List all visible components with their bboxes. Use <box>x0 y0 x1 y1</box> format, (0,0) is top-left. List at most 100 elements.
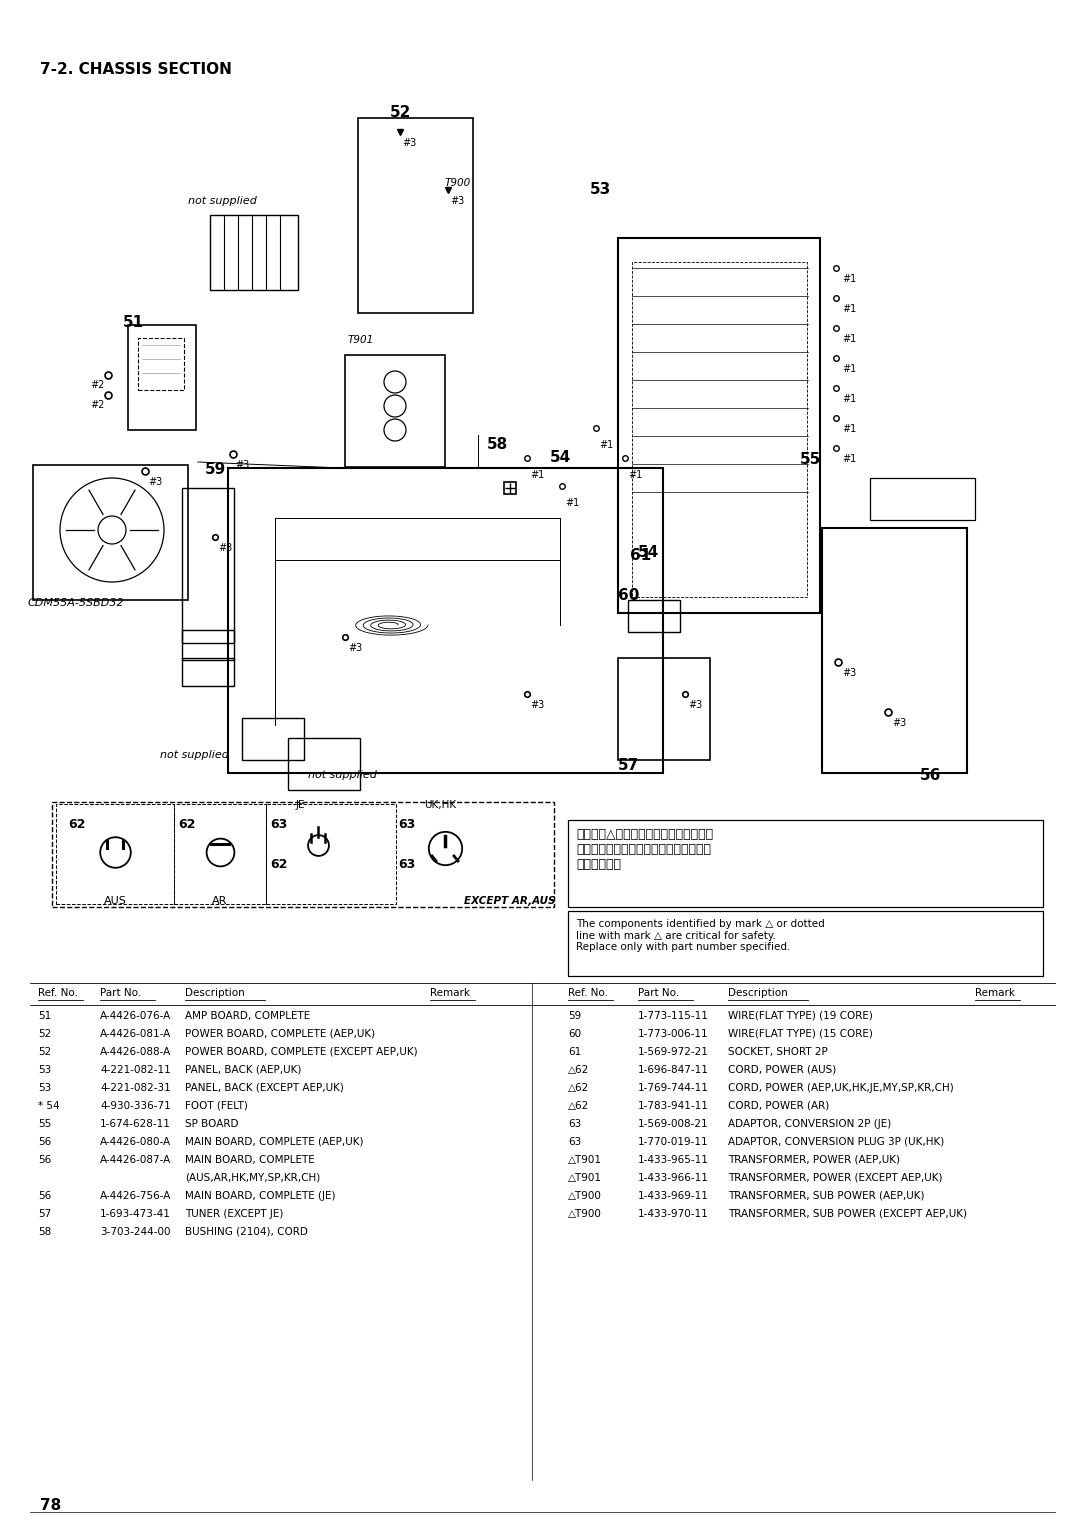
Text: AMP BOARD, COMPLETE: AMP BOARD, COMPLETE <box>185 1012 310 1021</box>
Text: ADAPTOR, CONVERSION 2P (JE): ADAPTOR, CONVERSION 2P (JE) <box>728 1118 891 1129</box>
Text: TUNER (EXCEPT JE): TUNER (EXCEPT JE) <box>185 1209 283 1219</box>
Text: (AUS,AR,HK,MY,SP,KR,CH): (AUS,AR,HK,MY,SP,KR,CH) <box>185 1174 321 1183</box>
Text: not supplied: not supplied <box>308 770 377 779</box>
Text: △T901: △T901 <box>568 1155 602 1164</box>
Text: #1: #1 <box>842 335 856 344</box>
Bar <box>632 261 807 597</box>
Text: △62: △62 <box>568 1083 590 1093</box>
Text: #2: #2 <box>90 380 105 390</box>
Text: 59: 59 <box>568 1012 581 1021</box>
Bar <box>138 338 184 390</box>
Text: CDM55A-5SBD32: CDM55A-5SBD32 <box>28 597 124 608</box>
Text: EXCEPT AR,AUS: EXCEPT AR,AUS <box>464 895 556 906</box>
Text: 1-433-965-11: 1-433-965-11 <box>638 1155 708 1164</box>
Text: 1-569-008-21: 1-569-008-21 <box>638 1118 708 1129</box>
Text: 63: 63 <box>568 1137 581 1148</box>
Bar <box>33 465 188 601</box>
Text: AUS: AUS <box>104 895 126 906</box>
Text: #3: #3 <box>235 460 249 471</box>
Text: △T900: △T900 <box>568 1190 602 1201</box>
Text: A-4426-087-A: A-4426-087-A <box>100 1155 172 1164</box>
Text: SOCKET, SHORT 2P: SOCKET, SHORT 2P <box>728 1047 827 1057</box>
Text: #3: #3 <box>530 700 544 711</box>
Bar <box>228 468 663 773</box>
Text: POWER BOARD, COMPLETE (EXCEPT AEP,UK): POWER BOARD, COMPLETE (EXCEPT AEP,UK) <box>185 1047 418 1057</box>
Text: JE: JE <box>295 801 305 810</box>
Text: 61: 61 <box>568 1047 581 1057</box>
Text: 57: 57 <box>38 1209 51 1219</box>
Text: 4-930-336-71: 4-930-336-71 <box>100 1102 171 1111</box>
Text: * 54: * 54 <box>38 1102 59 1111</box>
Text: △T901: △T901 <box>568 1174 602 1183</box>
Text: 54: 54 <box>638 545 659 559</box>
Bar <box>627 601 680 633</box>
Text: 3-703-244-00: 3-703-244-00 <box>100 1227 171 1238</box>
Text: AR: AR <box>213 895 228 906</box>
Text: Description: Description <box>185 989 245 998</box>
Text: 56: 56 <box>38 1155 51 1164</box>
Text: CORD, POWER (AUS): CORD, POWER (AUS) <box>728 1065 836 1076</box>
Text: 1-773-115-11: 1-773-115-11 <box>638 1012 708 1021</box>
Text: Part No.: Part No. <box>100 989 141 998</box>
Text: #1: #1 <box>842 274 856 284</box>
Text: 63: 63 <box>568 1118 581 1129</box>
Text: Ref. No.: Ref. No. <box>568 989 608 998</box>
Text: TRANSFORMER, SUB POWER (EXCEPT AEP,UK): TRANSFORMER, SUB POWER (EXCEPT AEP,UK) <box>728 1209 967 1219</box>
Text: 7-2. CHASSIS SECTION: 7-2. CHASSIS SECTION <box>40 63 232 76</box>
Text: 1-433-970-11: 1-433-970-11 <box>638 1209 708 1219</box>
Text: 57: 57 <box>618 758 639 773</box>
Text: 62: 62 <box>68 817 85 831</box>
Text: A-4426-076-A: A-4426-076-A <box>100 1012 172 1021</box>
Text: 58: 58 <box>487 437 509 452</box>
Text: WIRE(FLAT TYPE) (19 CORE): WIRE(FLAT TYPE) (19 CORE) <box>728 1012 873 1021</box>
Text: UK,HK: UK,HK <box>424 801 456 810</box>
Text: 55: 55 <box>38 1118 51 1129</box>
Text: PANEL, BACK (EXCEPT AEP,UK): PANEL, BACK (EXCEPT AEP,UK) <box>185 1083 343 1093</box>
Text: MAIN BOARD, COMPLETE (AEP,UK): MAIN BOARD, COMPLETE (AEP,UK) <box>185 1137 364 1148</box>
Text: 1-433-969-11: 1-433-969-11 <box>638 1190 708 1201</box>
Text: Ref. No.: Ref. No. <box>38 989 78 998</box>
Bar <box>174 804 266 905</box>
Text: #1: #1 <box>530 471 544 480</box>
Text: 1-696-847-11: 1-696-847-11 <box>638 1065 708 1076</box>
Bar <box>288 738 360 790</box>
Text: 1-693-473-41: 1-693-473-41 <box>100 1209 171 1219</box>
Text: #1: #1 <box>842 394 856 403</box>
Text: 60: 60 <box>568 1028 581 1039</box>
Text: 1-769-744-11: 1-769-744-11 <box>638 1083 708 1093</box>
Text: #1: #1 <box>842 364 856 374</box>
Text: 51: 51 <box>123 315 144 330</box>
Text: 1-783-941-11: 1-783-941-11 <box>638 1102 708 1111</box>
Text: #1: #1 <box>627 471 643 480</box>
Text: not supplied: not supplied <box>188 196 257 206</box>
Text: 1-770-019-11: 1-770-019-11 <box>638 1137 708 1148</box>
Text: 54: 54 <box>550 451 571 465</box>
Text: 1-433-966-11: 1-433-966-11 <box>638 1174 708 1183</box>
Bar <box>568 821 1043 908</box>
Text: POWER BOARD, COMPLETE (AEP,UK): POWER BOARD, COMPLETE (AEP,UK) <box>185 1028 375 1039</box>
Text: Remark: Remark <box>430 989 470 998</box>
Text: 78: 78 <box>40 1497 62 1513</box>
Text: #1: #1 <box>565 498 579 507</box>
Text: 63: 63 <box>270 817 287 831</box>
Text: A-4426-088-A: A-4426-088-A <box>100 1047 172 1057</box>
Text: A-4426-756-A: A-4426-756-A <box>100 1190 172 1201</box>
Text: T900: T900 <box>445 177 471 188</box>
Text: #3: #3 <box>148 477 162 487</box>
Text: TRANSFORMER, SUB POWER (AEP,UK): TRANSFORMER, SUB POWER (AEP,UK) <box>728 1190 924 1201</box>
Text: 63: 63 <box>399 817 415 831</box>
Text: CORD, POWER (AEP,UK,HK,JE,MY,SP,KR,CH): CORD, POWER (AEP,UK,HK,JE,MY,SP,KR,CH) <box>728 1083 954 1093</box>
Text: 52: 52 <box>38 1028 51 1039</box>
Text: 59: 59 <box>205 461 226 477</box>
Bar <box>822 529 967 773</box>
Text: △T900: △T900 <box>568 1209 602 1219</box>
Text: TRANSFORMER, POWER (EXCEPT AEP,UK): TRANSFORMER, POWER (EXCEPT AEP,UK) <box>728 1174 943 1183</box>
Text: 60: 60 <box>618 588 639 604</box>
Bar <box>568 911 1043 976</box>
Text: #3: #3 <box>218 542 232 553</box>
Text: 53: 53 <box>38 1083 51 1093</box>
Text: 1-773-006-11: 1-773-006-11 <box>638 1028 708 1039</box>
Text: 4-221-082-31: 4-221-082-31 <box>100 1083 171 1093</box>
Text: #1: #1 <box>842 454 856 465</box>
Text: A-4426-081-A: A-4426-081-A <box>100 1028 172 1039</box>
